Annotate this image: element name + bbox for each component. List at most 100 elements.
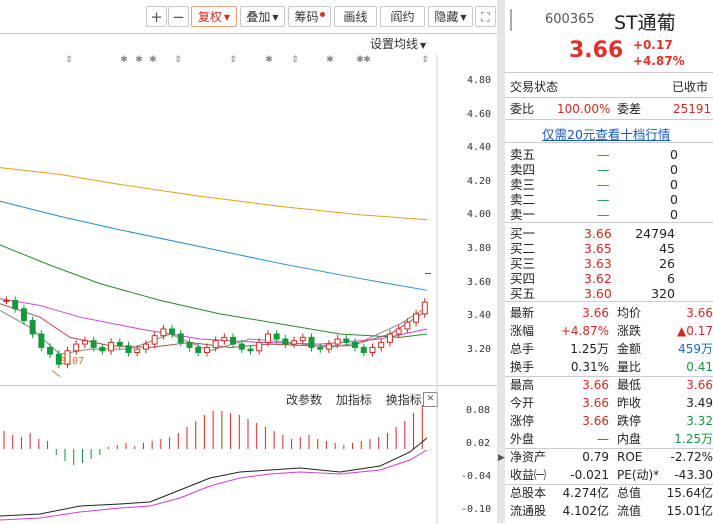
stat-value: — [597, 432, 609, 446]
fuquan-dropdown[interactable]: 复权 ▼ [191, 6, 237, 27]
ask-row: 卖五 — 0 [505, 146, 713, 163]
indicator-pane[interactable]: 改参数 加指标 换指标 ✕ 0.08 0.02 -0.04 -0.10 [0, 385, 497, 524]
stat-label: 总手 [510, 342, 535, 356]
stat-value: 3.66 [582, 414, 609, 428]
ask-label: 卖一 [510, 207, 536, 222]
stat-value: 0.79 [582, 450, 609, 464]
weicha-value: 25191 [673, 102, 712, 116]
kline-pane[interactable]: 设置均线 ▼ ⇕ ✱ ✱ ✱ ⇕ ⇕ ✱ ⇕ ✱ ✱ ✱ ⇕ 4.80 4.60 4.40 4.20 4.00 3… [0, 34, 497, 384]
bid-price: 3.60 [584, 286, 612, 301]
stat-row: 最新 3.66 均价 3.66 [505, 305, 713, 322]
zoom-in-button[interactable]: + [146, 6, 167, 27]
svg-text:✱: ✱ [120, 55, 128, 65]
trade-status-value: 已收市 [672, 80, 709, 94]
switch-indicator-button[interactable]: 换指标 [385, 393, 422, 407]
ask-label: 卖三 [510, 177, 536, 192]
hanyue-button[interactable]: 阎约 [380, 6, 425, 27]
stock-name: ST通葡 [614, 12, 676, 34]
stat-row: 收益㈠ -0.021 PE(动)* -43.30 [505, 467, 713, 484]
change-value: +0.17 [633, 38, 673, 52]
bid-row: 买二 3.65 45 [505, 240, 713, 257]
hide-label: 隐藏 [434, 10, 459, 24]
ma-settings-button[interactable]: 设置均线 ▼ [370, 35, 426, 52]
chart-toolbar: + − 复权 ▼ 叠加 ▼ 筹码 画线 阎约 隐藏 ▼ ⛶ [0, 0, 497, 34]
stat-label: 总股本 [510, 486, 547, 500]
overlay-label: 叠加 [246, 10, 271, 24]
svg-text:✱: ✱ [356, 55, 364, 65]
bid-volume: 45 [659, 241, 675, 256]
svg-text:⇕: ⇕ [291, 55, 299, 65]
stat-label: 涨停 [510, 414, 535, 428]
stat-value: 459万 [678, 342, 713, 356]
ask-row: 卖一 — 0 [505, 206, 713, 223]
stat-value: 15.64亿 [666, 486, 713, 500]
weibi-label: 委比 [510, 102, 535, 116]
svg-text:✱: ✱ [265, 55, 273, 65]
overlay-dropdown[interactable]: 叠加 ▼ [240, 6, 285, 27]
ask-label: 卖四 [510, 162, 536, 177]
svg-text:⇕: ⇕ [229, 55, 237, 65]
chips-label: 筹码 [294, 10, 319, 24]
stat-value: 3.66 [582, 396, 609, 410]
stat-row: 换手 0.31% 量比 0.41 [505, 359, 713, 376]
stat-row: 总手 1.25万 金额 459万 [505, 341, 713, 358]
stat-label: 流通股 [510, 504, 547, 518]
panel-splitter[interactable]: ▶ [497, 0, 505, 523]
y-tick-label: 4.00 [467, 209, 492, 221]
hide-button[interactable]: 隐藏 ▼ [428, 6, 473, 27]
y-tick-label: 4.20 [467, 175, 492, 187]
fullscreen-icon[interactable]: ⛶ [475, 6, 496, 27]
y-tick-label: 4.40 [467, 142, 492, 154]
stat-label: 均价 [617, 306, 642, 320]
caret-down-icon: ▼ [420, 41, 427, 50]
header-accent [510, 9, 512, 31]
stat-value: 3.49 [686, 396, 713, 410]
edit-params-button[interactable]: 改参数 [286, 393, 323, 407]
draw-line-button[interactable]: 画线 [334, 6, 377, 27]
y-tick-label: 3.20 [467, 343, 492, 355]
ask-price: — [597, 147, 610, 162]
stat-value: 1.25万 [674, 432, 713, 446]
svg-text:✱: ✱ [326, 55, 334, 65]
stat-value: -43.30 [674, 468, 713, 482]
bid-row: 买三 3.63 26 [505, 255, 713, 272]
collapse-arrow-icon[interactable]: ▶ [498, 453, 505, 463]
stock-price: 3.66 [569, 38, 624, 63]
trade-status-label: 交易状态 [510, 80, 559, 94]
stat-label: 换手 [510, 360, 535, 374]
weicha-label: 委差 [617, 102, 642, 116]
quote-header: 600365 ST通葡 3.66 +0.17 +4.87% [505, 0, 713, 73]
y-tick-label: 4.60 [467, 108, 492, 120]
svg-text:⇕: ⇕ [65, 55, 73, 65]
stat-label: 金额 [617, 342, 642, 356]
y-tick-label: 3.60 [467, 276, 492, 288]
kline-chart: ⇕ ✱ ✱ ✱ ⇕ ⇕ ✱ ⇕ ✱ ✱ ✱ ⇕ [0, 54, 438, 384]
stat-label: PE(动)* [617, 468, 660, 482]
stat-row: 外盘 — 内盘 1.25万 [505, 431, 713, 448]
bid-volume: 320 [651, 286, 675, 301]
ask-price: — [597, 162, 610, 177]
add-indicator-button[interactable]: 加指标 [335, 393, 372, 407]
stat-value: 3.66 [582, 378, 609, 392]
trade-status-row: 交易状态 已收市 [505, 79, 713, 96]
zoom-out-button[interactable]: − [168, 6, 189, 27]
fuquan-label: 复权 [197, 10, 222, 24]
ask-row: 卖四 — 0 [505, 161, 713, 178]
weibi-row: 委比 100.00% 委差 25191 [505, 101, 713, 118]
stat-row: 总股本 4.274亿 总值 15.64亿 [505, 485, 713, 502]
upgrade-link[interactable]: 仅需20元查看十档行情 [542, 127, 671, 142]
stat-label: 净资产 [510, 450, 547, 464]
caret-down-icon: ▼ [460, 13, 467, 22]
stat-row: 最高 3.66 最低 3.66 [505, 377, 713, 394]
bid-volume: 26 [659, 256, 675, 271]
chips-button[interactable]: 筹码 [288, 6, 331, 27]
stat-label: 收益㈠ [510, 468, 547, 482]
bid-label: 买四 [510, 271, 536, 286]
indicator-toolbar: 改参数 加指标 换指标 [286, 391, 422, 408]
ask-label: 卖二 [510, 192, 536, 207]
stat-value: -2.72% [670, 450, 713, 464]
stat-row: 今开 3.66 昨收 3.49 [505, 395, 713, 412]
ask-label: 卖五 [510, 147, 536, 162]
svg-text:✱: ✱ [363, 55, 371, 65]
stat-value: 1.25万 [570, 342, 609, 356]
